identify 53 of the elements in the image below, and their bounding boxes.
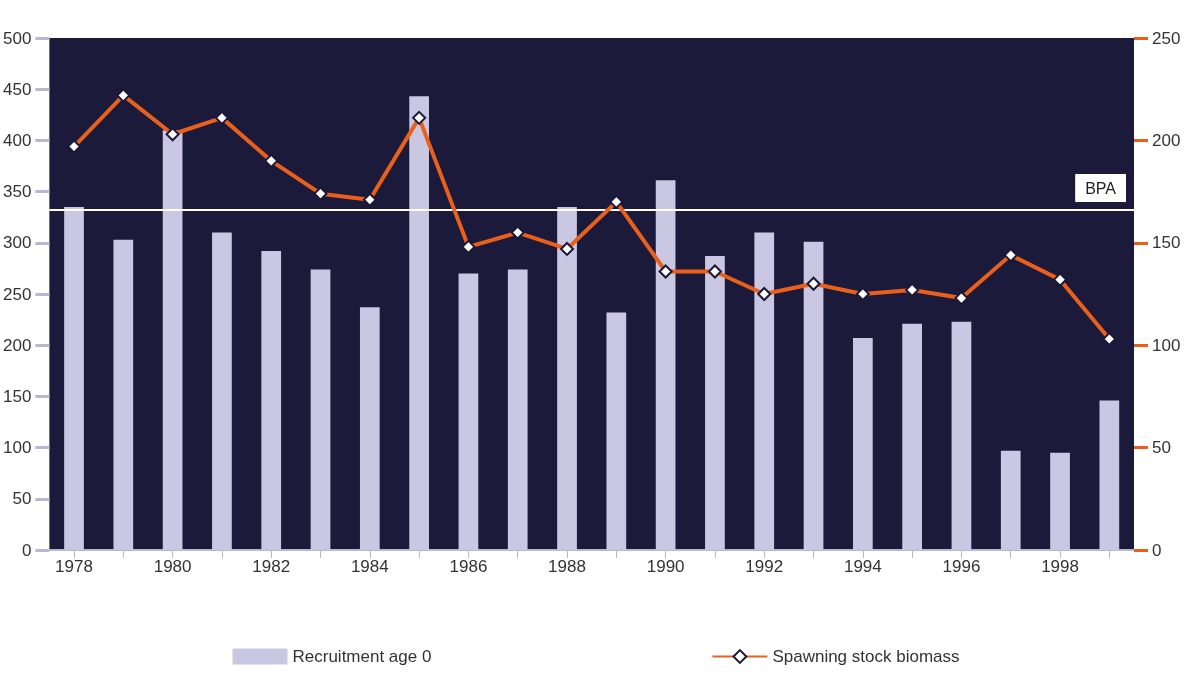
- bar: [162, 130, 183, 550]
- y-tick-label: 450: [2, 79, 32, 99]
- y-tick-label: 50: [12, 489, 32, 509]
- y2-tick-label: 0: [1152, 540, 1162, 560]
- bar: [409, 96, 429, 550]
- x-tick-label: 1988: [548, 557, 586, 576]
- x-tick-label: 1990: [646, 557, 685, 576]
- bar: [310, 269, 331, 550]
- x-tick-label: 1980: [153, 557, 192, 576]
- y-tick-label: 200: [2, 335, 32, 355]
- x-tick-label: 1986: [449, 557, 488, 576]
- x-tick-label: 1996: [942, 557, 981, 576]
- y-tick-label: 350: [2, 182, 32, 202]
- legend-label: Recruitment age 0: [292, 647, 432, 666]
- bar: [754, 232, 775, 550]
- x-tick-label: 1992: [745, 557, 784, 576]
- x-tick-label: 1994: [843, 557, 882, 576]
- bar: [852, 338, 873, 550]
- y-tick-label: 0: [21, 540, 32, 560]
- x-tick-label: 1982: [252, 557, 291, 576]
- bar: [1050, 452, 1070, 550]
- y2-tick-label: 100: [1152, 335, 1181, 355]
- y2-tick-label: 50: [1152, 438, 1171, 458]
- bar: [606, 312, 627, 550]
- x-tick-label: 1978: [55, 557, 93, 576]
- bar: [359, 307, 380, 550]
- bar: [705, 256, 725, 550]
- bar: [507, 269, 528, 550]
- bar: [557, 206, 577, 550]
- bar: [951, 321, 972, 550]
- bar: [803, 241, 824, 550]
- x-tick-label: 1984: [350, 557, 389, 576]
- y-tick-label: 500: [2, 28, 32, 48]
- y-tick-label: 300: [2, 233, 32, 253]
- bar: [1000, 450, 1021, 550]
- y-tick-label: 100: [2, 438, 32, 458]
- y-tick-label: 400: [2, 130, 32, 150]
- bar: [113, 239, 134, 550]
- y2-tick-label: 250: [1152, 28, 1181, 48]
- bar: [64, 206, 84, 550]
- bar: [1099, 400, 1120, 550]
- y2-tick-label: 150: [1152, 233, 1181, 253]
- bar: [902, 323, 922, 550]
- y2-tick-label: 200: [1152, 130, 1181, 150]
- bar: [655, 180, 676, 550]
- legend-label: Spawning stock biomass: [772, 647, 960, 666]
- bar: [261, 250, 282, 550]
- y-tick-label: 150: [2, 386, 32, 406]
- bar: [458, 273, 479, 550]
- x-tick-label: 1998: [1041, 557, 1079, 576]
- y-tick-label: 250: [2, 284, 32, 304]
- bar: [212, 232, 232, 550]
- ref-line-label: BPA: [1085, 179, 1117, 197]
